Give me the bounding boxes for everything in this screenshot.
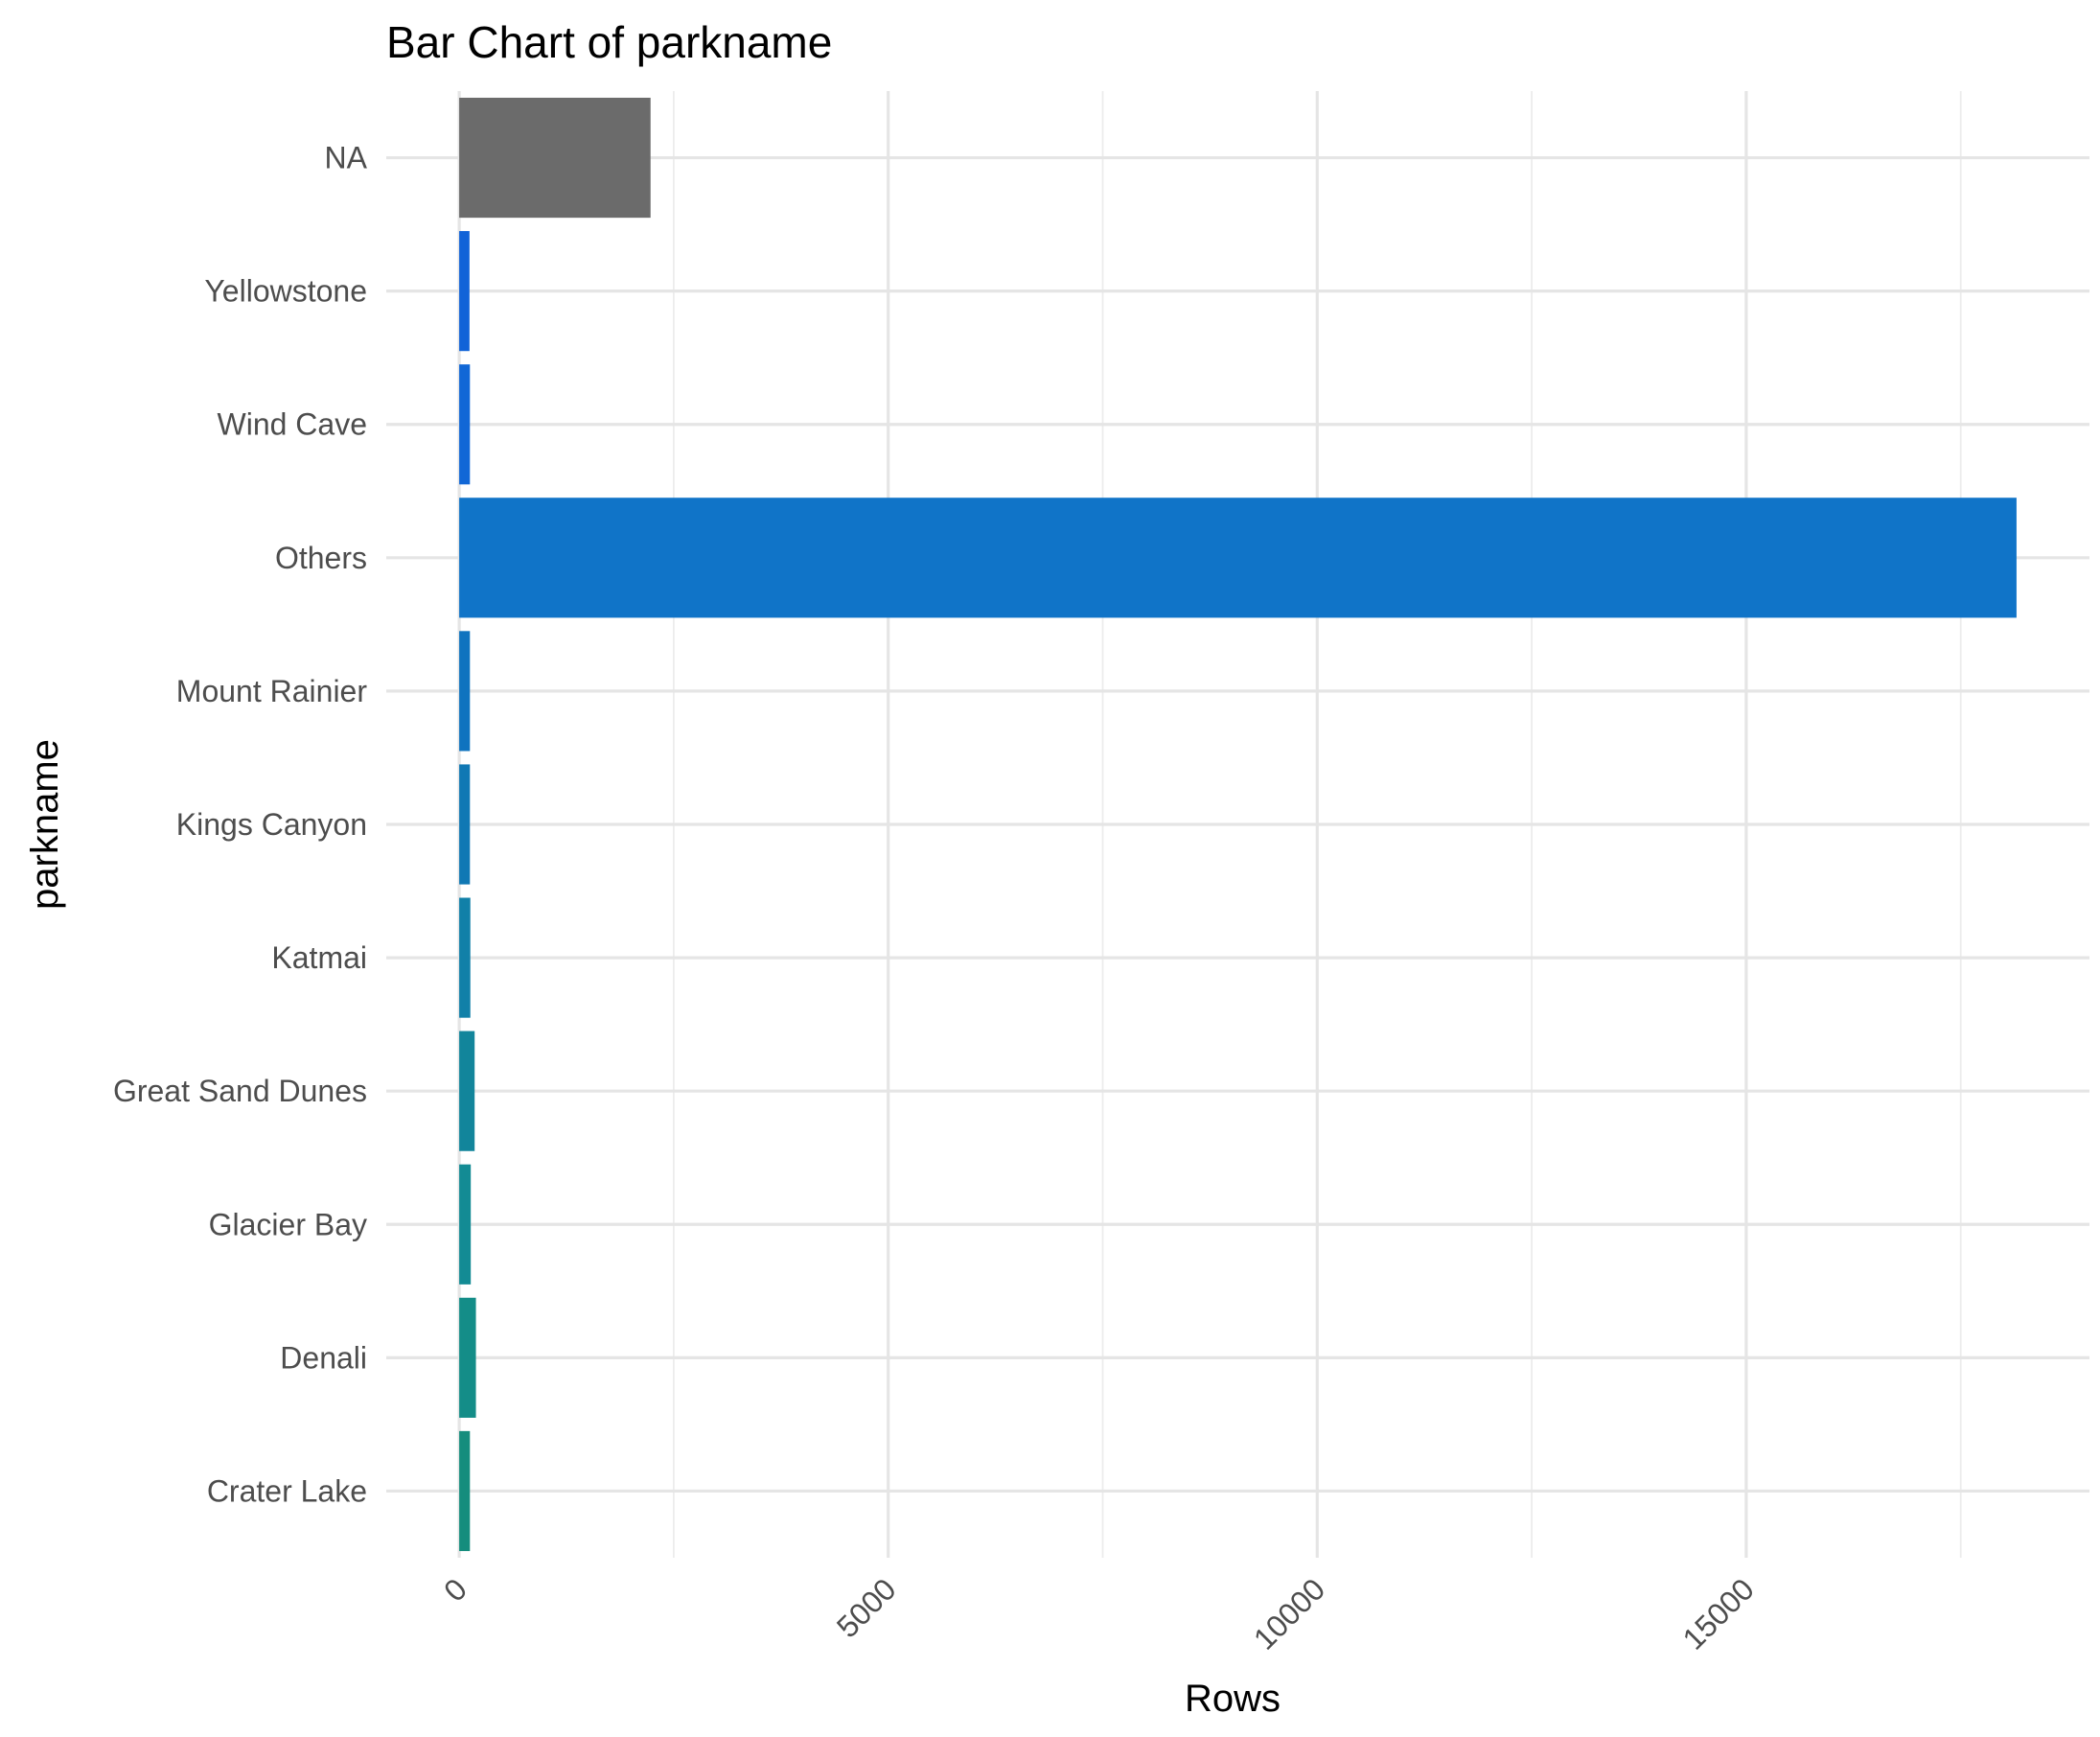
y-tick-label: Kings Canyon bbox=[176, 807, 367, 842]
bar-great-sand-dunes bbox=[459, 1031, 475, 1151]
grid-lines bbox=[386, 91, 2089, 1558]
x-tick-label: 0 bbox=[437, 1571, 473, 1608]
chart-title: Bar Chart of parkname bbox=[386, 17, 832, 67]
y-tick-label: Others bbox=[275, 541, 367, 575]
bar-glacier-bay bbox=[459, 1164, 472, 1285]
y-tick-labels: NA Yellowstone Wind Cave Others Mount Rainie… bbox=[113, 141, 368, 1509]
bar-crater-lake bbox=[459, 1430, 471, 1552]
bar-katmai bbox=[459, 897, 471, 1018]
y-tick-label: Denali bbox=[280, 1340, 367, 1375]
y-tick-label: Glacier Bay bbox=[209, 1207, 367, 1241]
y-tick-label: Great Sand Dunes bbox=[113, 1074, 367, 1108]
bars bbox=[459, 97, 2017, 1552]
bar-na bbox=[459, 97, 651, 219]
x-tick-label: 10000 bbox=[1247, 1571, 1331, 1656]
y-tick-label: NA bbox=[325, 141, 368, 175]
x-tick-labels: 0 5000 10000 15000 bbox=[437, 1571, 1761, 1656]
bar-mount-rainier bbox=[459, 631, 471, 752]
y-tick-label: Wind Cave bbox=[218, 407, 368, 442]
bar-others bbox=[459, 498, 2017, 618]
bar-wind-cave bbox=[459, 364, 471, 485]
x-axis-title: Rows bbox=[1185, 1678, 1281, 1720]
y-tick-label: Yellowstone bbox=[204, 274, 367, 309]
bar-yellowstone bbox=[459, 231, 470, 352]
x-tick-label: 15000 bbox=[1675, 1571, 1760, 1656]
y-tick-label: Mount Rainier bbox=[176, 674, 368, 708]
bar-denali bbox=[459, 1297, 476, 1418]
bar-kings-canyon bbox=[459, 764, 471, 885]
y-axis-title: parkname bbox=[24, 739, 66, 910]
y-tick-label: Katmai bbox=[271, 940, 367, 975]
y-tick-label: Crater Lake bbox=[207, 1473, 367, 1508]
x-tick-label: 5000 bbox=[830, 1571, 903, 1644]
